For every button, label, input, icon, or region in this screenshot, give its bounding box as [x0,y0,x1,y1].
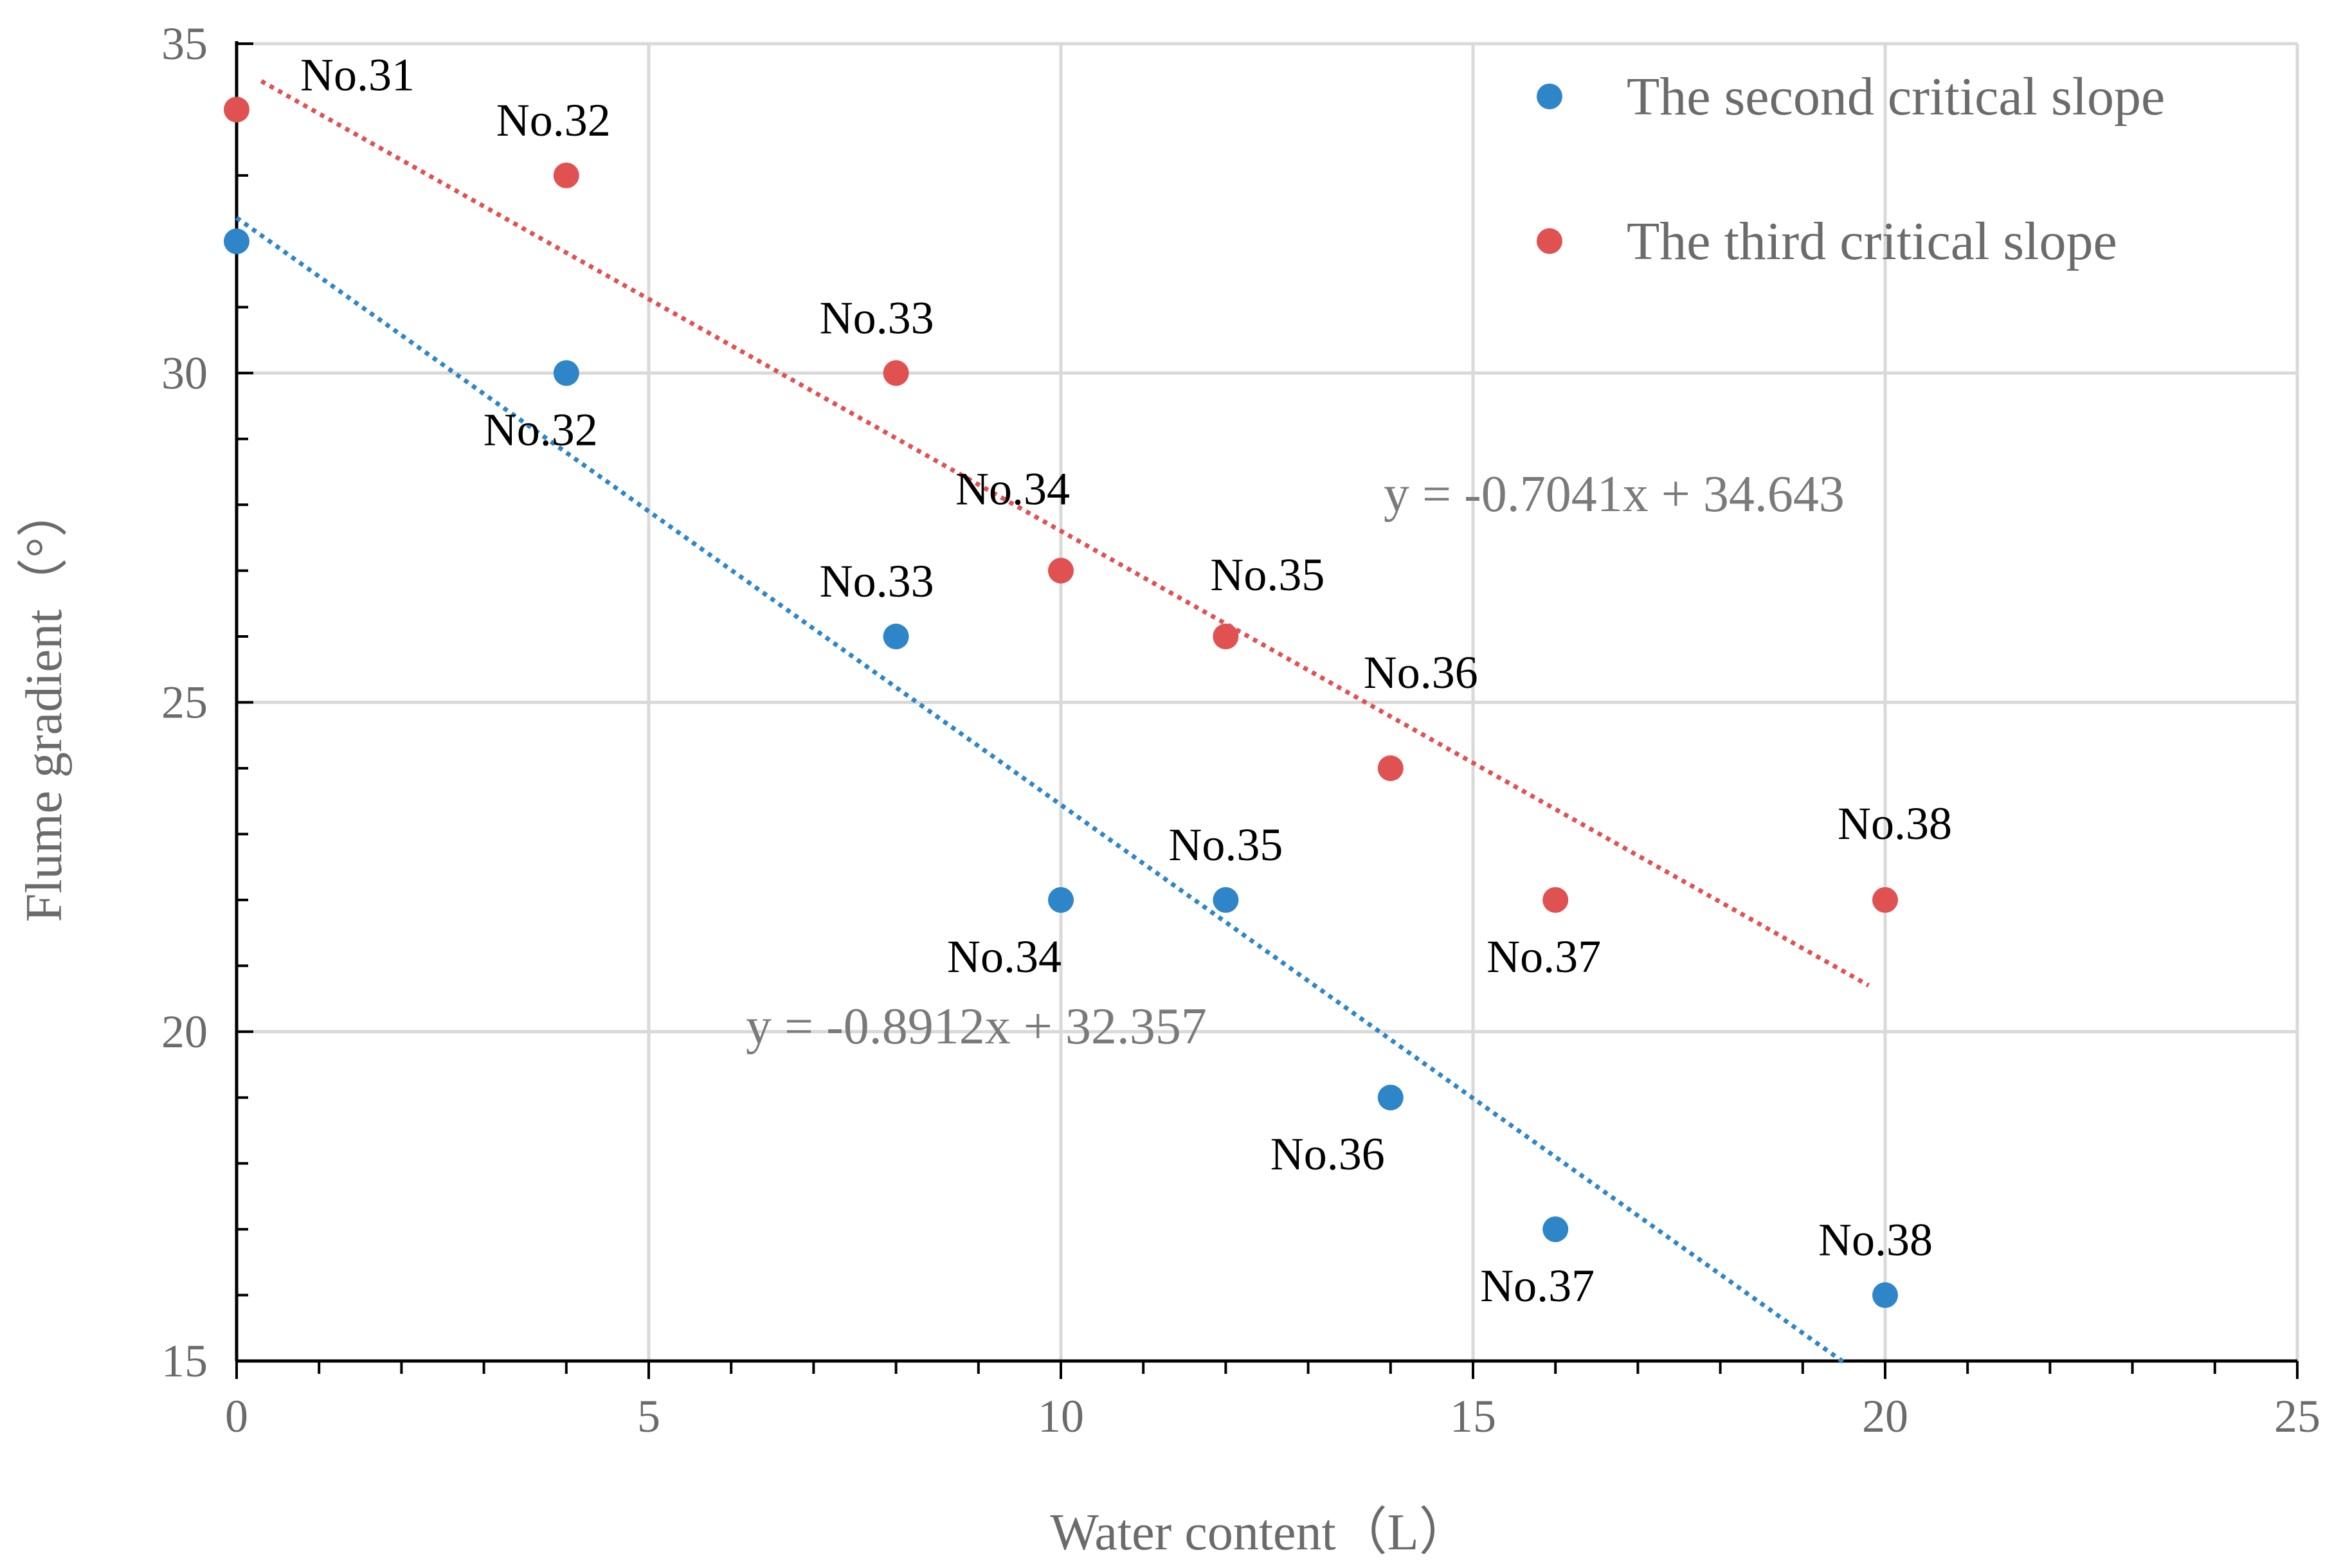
point-label: No.35 [1168,819,1283,870]
data-point-second-critical [553,360,579,386]
data-point-second-critical [1213,887,1239,913]
data-point-third-critical [1872,887,1898,913]
point-label: No.36 [1364,647,1478,698]
x-axis-title: Water content（L） [1050,1504,1470,1561]
data-point-second-critical [1872,1282,1898,1308]
data-point-second-critical [883,624,909,650]
point-labels: No.32 No.33 No.34 No.35 No.36 No.37 No.38 No.31… [300,49,1952,1311]
data-point-second-critical [1048,887,1074,913]
data-point-second-critical [224,228,249,255]
y-tick-label: 35 [161,18,208,69]
point-label: No.34 [955,464,1070,515]
trendlines [235,79,1870,1365]
equation-third-critical: y = -0.7041x + 34.643 [1384,466,1845,523]
data-point-second-critical [1542,1216,1569,1243]
point-label: No.37 [1487,931,1601,982]
point-label: No.36 [1270,1128,1385,1180]
point-label: No.38 [1818,1214,1933,1266]
x-tick-label: 15 [1450,1391,1496,1442]
y-tick-label: 30 [161,347,208,399]
point-label: No.35 [1210,549,1324,600]
trendline-third-critical [260,79,1870,987]
equation-second-critical: y = -0.8912x + 32.357 [746,998,1207,1055]
point-label: No.32 [496,95,611,146]
data-point-third-critical [224,96,249,123]
legend-label-third: The third critical slope [1627,212,2117,271]
y-tick-label: 20 [161,1006,208,1058]
point-label: No.34 [947,931,1062,982]
trendline-second-critical [235,215,1845,1365]
x-tick-label: 0 [225,1391,248,1442]
data-point-third-critical [553,162,579,188]
point-label: No.33 [820,292,934,343]
x-tick-label: 5 [637,1391,660,1442]
legend: The second critical slope The third criti… [1537,67,2165,271]
data-points [224,96,1898,1308]
trendline-equations: y = -0.8912x + 32.357 y = -0.7041x + 34.6… [746,466,1845,1055]
y-tick-label: 15 [161,1335,208,1387]
data-point-third-critical [1048,557,1074,584]
grid-lines [237,42,2299,1361]
legend-marker-second [1537,84,1562,109]
point-label: No.38 [1838,798,1952,849]
x-tick-label: 25 [2274,1391,2320,1442]
data-point-second-critical [1377,1085,1404,1111]
point-label: No.37 [1480,1260,1595,1311]
x-tick-label: 20 [1862,1391,1908,1442]
data-point-third-critical [1213,624,1239,650]
legend-label-second: The second critical slope [1627,67,2165,127]
y-tick-label: 25 [161,677,208,728]
y-axis-title: Flume gradient（°） [16,486,73,923]
axes: 0 5 10 15 20 25 15 20 25 30 35 [161,18,2320,1442]
point-label: No.33 [820,555,934,607]
x-tick-label: 10 [1038,1391,1084,1442]
point-label: No.32 [484,404,598,455]
data-point-third-critical [1542,887,1569,913]
data-point-third-critical [1377,755,1404,781]
data-point-third-critical [883,360,909,386]
legend-marker-third [1537,228,1562,254]
point-label: No.31 [300,49,415,100]
